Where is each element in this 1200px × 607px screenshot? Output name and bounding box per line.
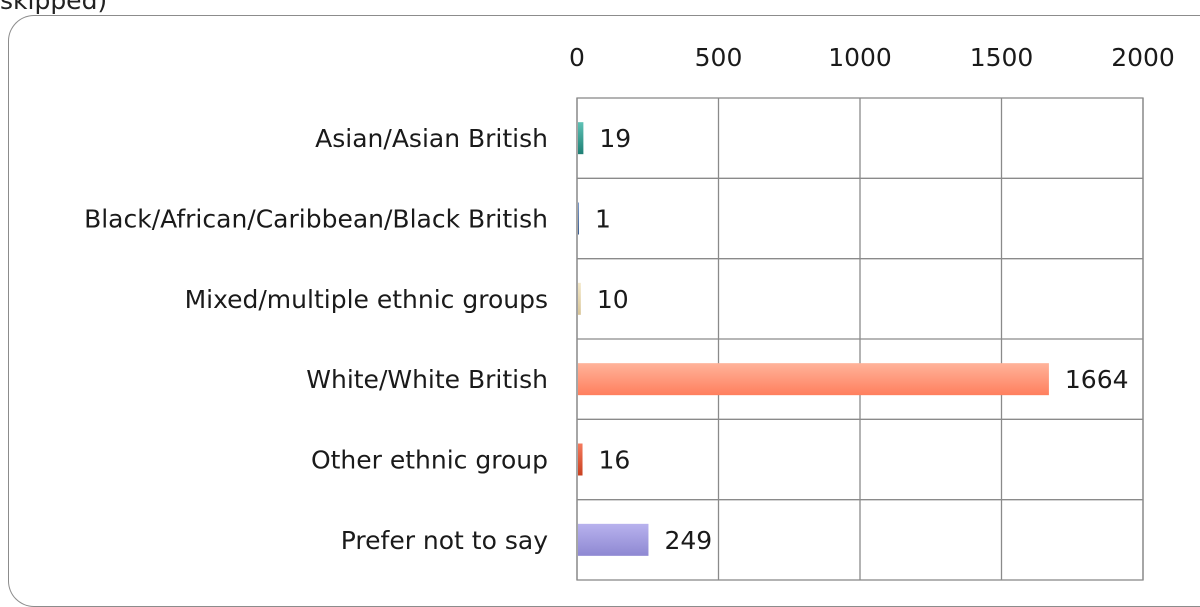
bar-5 xyxy=(578,523,649,556)
category-label-1: Black/African/Caribbean/Black British xyxy=(84,205,548,234)
category-label-3: White/White British xyxy=(306,365,548,394)
page-header-text: skipped) xyxy=(0,0,108,15)
x-tick-label-2: 1000 xyxy=(828,43,892,72)
data-label-2: 10 xyxy=(597,285,629,314)
bar-2 xyxy=(578,282,581,315)
data-labels: 19 1 10 1664 16 249 xyxy=(595,124,1129,555)
bars xyxy=(578,122,1049,556)
data-label-3: 1664 xyxy=(1065,365,1129,394)
bar-4 xyxy=(578,443,583,476)
bar-3 xyxy=(578,363,1049,396)
category-label-5: Prefer not to say xyxy=(341,526,548,555)
category-label-4: Other ethnic group xyxy=(311,446,548,475)
x-tick-label-4: 2000 xyxy=(1111,43,1175,72)
bar-1 xyxy=(578,202,579,235)
x-axis-ticks: 0 500 1000 1500 2000 xyxy=(569,43,1175,72)
data-label-5: 249 xyxy=(664,526,712,555)
category-labels: Asian/Asian British Black/African/Caribbe… xyxy=(84,124,548,555)
x-tick-label-0: 0 xyxy=(569,43,585,72)
data-label-1: 1 xyxy=(595,205,611,234)
category-label-2: Mixed/multiple ethnic groups xyxy=(185,285,548,314)
bar-0 xyxy=(578,122,584,155)
data-label-0: 19 xyxy=(599,124,631,153)
category-label-0: Asian/Asian British xyxy=(315,124,548,153)
x-tick-label-3: 1500 xyxy=(970,43,1034,72)
data-label-4: 16 xyxy=(599,446,631,475)
gridlines xyxy=(576,97,1144,581)
x-tick-label-1: 500 xyxy=(695,43,743,72)
